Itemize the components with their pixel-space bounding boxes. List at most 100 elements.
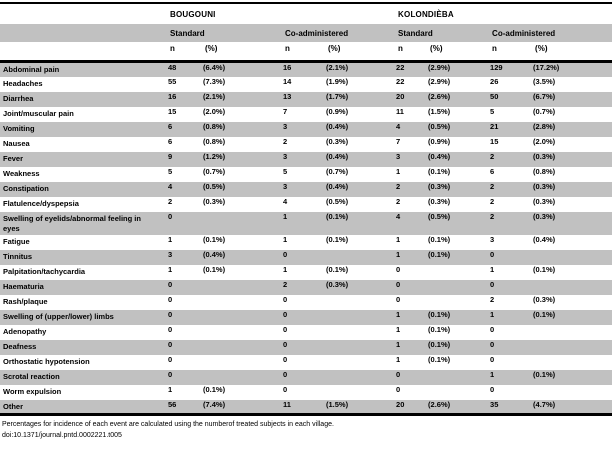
table-row: Weakness 5 (0.7%) 5 (0.7%) 1 (0.1%) 6 (0…: [0, 167, 612, 182]
table-row: Diarrhea 16 (2.1%) 13 (1.7%) 20 (2.6%) 5…: [0, 91, 612, 107]
cell-n: 6: [168, 136, 173, 146]
cell-pct: (2.0%): [203, 106, 226, 116]
cell-pct: (7.4%): [203, 399, 226, 409]
cell-pct: (2.1%): [326, 63, 349, 72]
cell-pct: [203, 310, 283, 325]
cell-pct: [203, 370, 283, 385]
subgroup-label: Co-administered: [283, 24, 388, 42]
cell-pct: (1.7%): [326, 91, 349, 101]
cell-n: 0: [168, 279, 173, 289]
cell-pct: (0.1%): [428, 339, 451, 349]
cell-n: 56: [168, 399, 177, 409]
cell-n: 0: [396, 384, 401, 394]
cell-n: 1: [396, 339, 401, 349]
cell-pct: [533, 325, 612, 340]
cell-n: 4: [396, 211, 401, 221]
event-label: Nausea: [3, 138, 30, 148]
col-header-n: n: [168, 42, 203, 63]
cell-pct: [326, 355, 396, 370]
group-label: KOLONDIÈBA: [396, 4, 609, 24]
cell-n: 1: [283, 211, 288, 221]
cell-n: 11: [283, 399, 291, 409]
cell-pct: (3.5%): [533, 76, 556, 86]
label-col-spacer: [0, 3, 168, 24]
cell-n: 0: [490, 339, 495, 349]
table-row: Nausea 6 (0.8%) 2 (0.3%) 7 (0.9%) 15 (2.…: [0, 137, 612, 152]
cell-pct: (0.3%): [533, 181, 556, 191]
cell-pct: (0.3%): [533, 211, 556, 221]
cell-pct: (0.1%): [428, 249, 451, 259]
cell-pct: [533, 340, 612, 355]
cell-n: 0: [490, 279, 495, 289]
cell-n: 2: [283, 136, 288, 146]
cell-n: 0: [490, 249, 495, 259]
table-row: Fatigue 1 (0.1%) 1 (0.1%) 1 (0.1%) 3 (0.…: [0, 235, 612, 250]
cell-pct: [533, 355, 612, 370]
cell-n: 15: [490, 136, 499, 146]
cell-pct: (0.3%): [533, 151, 556, 161]
cell-pct: (0.5%): [203, 181, 226, 191]
event-label: Other: [3, 401, 24, 411]
col-header-n: n: [396, 42, 429, 63]
cell-n: 1: [396, 166, 401, 176]
event-label: Scrotal reaction: [3, 371, 60, 381]
event-label: Palpitation/tachycardia: [3, 266, 86, 276]
cell-n: 0: [283, 369, 288, 379]
cell-n: 16: [168, 91, 177, 101]
cell-pct: [203, 355, 283, 370]
cell-n: 0: [168, 354, 173, 364]
cell-n: 6: [168, 121, 173, 131]
cell-n: 2: [490, 211, 495, 221]
cell-n: 3: [396, 151, 401, 161]
cell-pct: (0.1%): [428, 234, 451, 244]
event-label: Adenopathy: [3, 326, 47, 336]
cell-pct: [326, 310, 396, 325]
cell-pct: [428, 265, 490, 280]
cell-pct: (0.8%): [203, 121, 226, 131]
cell-pct: (0.1%): [326, 234, 349, 244]
cell-pct: (0.8%): [203, 136, 226, 146]
cell-pct: (0.1%): [203, 234, 226, 244]
cell-n: 35: [490, 399, 499, 409]
cell-n: 22: [396, 76, 405, 86]
event-label: Deafness: [3, 341, 37, 351]
cell-pct: (4.7%): [533, 399, 556, 409]
cell-n: 0: [283, 309, 288, 319]
treatment-header-row: Standard Co-administered Standard Co-adm…: [0, 24, 612, 42]
table-body: Abdominal pain 48 (6.4%) 16 (2.1%) 22 (2…: [0, 61, 612, 415]
event-label: Headaches: [3, 78, 43, 88]
cell-n: 2: [490, 181, 495, 191]
cell-n: 5: [168, 166, 173, 176]
cell-n: 1: [490, 264, 495, 274]
cell-pct: (17.2%): [533, 63, 560, 72]
cell-n: 1: [396, 309, 401, 319]
cell-pct: (0.1%): [326, 264, 349, 274]
col-header-n: n: [490, 42, 534, 63]
cell-n: 0: [490, 384, 495, 394]
cell-pct: (2.6%): [428, 91, 451, 101]
event-label: Swelling of (upper/lower) limbs: [3, 311, 114, 321]
cell-pct: [533, 385, 612, 400]
group-label: BOUGOUNI: [168, 4, 388, 24]
event-label: Worm expulsion: [3, 386, 62, 396]
cell-n: 2: [396, 181, 401, 191]
subgroup-header-kolondieba-standard: Standard: [396, 24, 491, 42]
cell-n: 1: [168, 384, 173, 394]
cell-n: 20: [396, 399, 405, 409]
table-row: Haematuria 0 2 (0.3%) 0 0: [0, 279, 612, 295]
cell-pct: (0.3%): [326, 279, 349, 289]
cell-n: 1: [283, 264, 288, 274]
event-label: Fatigue: [3, 236, 30, 246]
cell-n: 0: [396, 264, 401, 274]
cell-pct: (0.5%): [428, 121, 451, 131]
page: BOUGOUNI KOLONDIÈBA Standard Co-administ…: [0, 2, 612, 439]
label-col-spacer: [0, 24, 168, 42]
cell-n: 2: [168, 196, 173, 206]
table-row: Vomiting 6 (0.8%) 3 (0.4%) 4 (0.5%) 21 (…: [0, 121, 612, 137]
cell-n: 1: [396, 354, 401, 364]
cell-pct: [326, 370, 396, 385]
cell-pct: (2.1%): [203, 91, 226, 101]
cell-n: 2: [396, 196, 401, 206]
cell-pct: (2.9%): [428, 76, 451, 86]
cell-n: 129: [490, 63, 503, 72]
